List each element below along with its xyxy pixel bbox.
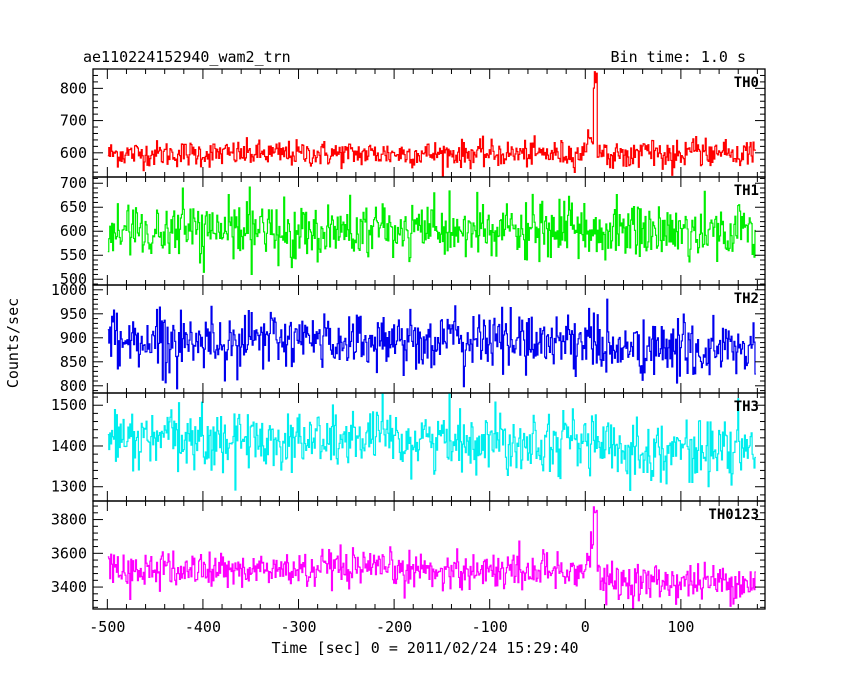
y-tick-label: 800 xyxy=(60,377,87,395)
series-th1 xyxy=(107,186,756,276)
y-tick-label: 500 xyxy=(60,270,87,288)
x-tick-label: -500 xyxy=(89,618,125,636)
x-tick-label: -100 xyxy=(472,618,508,636)
y-tick-label: 650 xyxy=(60,198,87,216)
y-tick-label: 850 xyxy=(60,353,87,371)
panel-th3: 1300 1400 1500 TH3 xyxy=(51,392,766,502)
y-tick-label: 900 xyxy=(60,329,87,347)
x-tick-label: -200 xyxy=(376,618,412,636)
panel-label: TH3 xyxy=(734,399,759,415)
y-tick-label: 1500 xyxy=(51,396,87,414)
series-th0 xyxy=(107,71,756,177)
y-tick-label: 800 xyxy=(60,79,87,97)
panel-th1: 500 550 600 650 700 TH1 xyxy=(60,174,766,288)
panel-frame xyxy=(92,68,766,178)
y-tick-label: 3400 xyxy=(51,578,87,596)
panel-th2: 800 850 900 950 1000 TH2 xyxy=(51,281,766,395)
panel-frame xyxy=(92,392,766,502)
x-tick-label: 100 xyxy=(667,618,694,636)
panel-th0123: 3400 3600 3800 TH0123 xyxy=(51,500,766,610)
y-axis-title: Counts/sec xyxy=(4,298,22,388)
series-th3 xyxy=(107,393,756,491)
panel-frame xyxy=(92,500,766,610)
series-th2 xyxy=(107,298,756,390)
y-tick-label: 3600 xyxy=(51,544,87,562)
panel-th0: 600 700 800 TH0 xyxy=(60,68,766,178)
y-tick-label: 950 xyxy=(60,305,87,323)
y-tick-label: 700 xyxy=(60,174,87,192)
y-tick-label: 600 xyxy=(60,222,87,240)
x-tick-label: -400 xyxy=(185,618,221,636)
panel-label: TH0 xyxy=(734,75,759,91)
y-tick-label: 1000 xyxy=(51,281,87,299)
y-tick-label: 550 xyxy=(60,246,87,264)
y-tick-label: 3800 xyxy=(51,511,87,529)
y-tick-label: 600 xyxy=(60,144,87,162)
chart-title: ae110224152940_wam2_trn xyxy=(83,48,291,66)
panel-label: TH0123 xyxy=(708,507,759,523)
panels-group: 600 700 800 TH0 500 550 600 650 700 TH1 800 850 900 9… xyxy=(51,68,766,636)
y-tick-label: 700 xyxy=(60,112,87,130)
panel-label: TH2 xyxy=(734,291,759,307)
panel-label: TH1 xyxy=(734,183,759,199)
series-th0123 xyxy=(107,506,756,609)
y-tick-label: 1400 xyxy=(51,437,87,455)
x-tick-label: -300 xyxy=(280,618,316,636)
bin-time-label: Bin time: 1.0 s xyxy=(611,48,746,66)
x-tick-label: 0 xyxy=(581,618,590,636)
x-axis-title: Time [sec] 0 = 2011/02/24 15:29:40 xyxy=(271,639,578,657)
y-tick-label: 1300 xyxy=(51,478,87,496)
